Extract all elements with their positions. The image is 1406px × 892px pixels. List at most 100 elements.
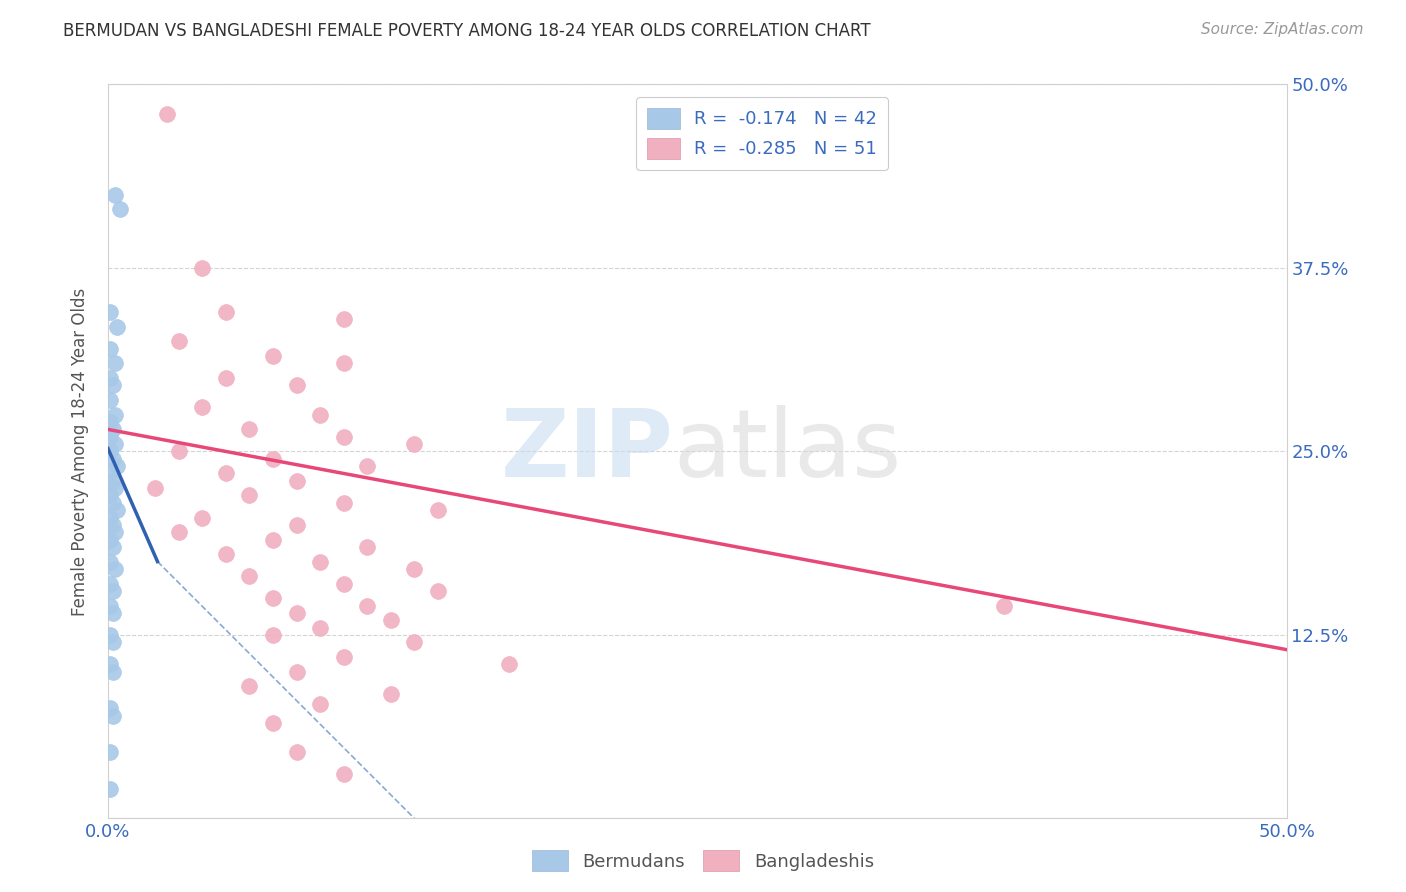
Point [98,415,121,429]
Point [98,599,121,613]
Legend: Bermudans, Bangladeshis: Bermudans, Bangladeshis [524,843,882,879]
Point [101,665,124,679]
Point [262,628,284,642]
Point [404,437,426,451]
Point [309,697,332,711]
Point [215,305,238,319]
Point [107,459,129,474]
Point [143,481,166,495]
Point [285,665,308,679]
Point [101,422,124,436]
Point [98,467,121,481]
Point [332,356,354,370]
Point [262,716,284,731]
Point [101,517,124,532]
Point [98,782,121,797]
Point [98,430,121,444]
Point [104,408,127,422]
Point [404,562,426,576]
Point [191,260,214,275]
Point [262,533,284,547]
Point [993,599,1015,613]
Point [104,525,127,540]
Point [262,349,284,363]
Point [332,312,354,326]
Point [101,635,124,649]
Point [101,378,124,392]
Point [215,371,238,385]
Point [107,503,129,517]
Point [98,371,121,385]
Point [262,451,284,466]
Text: atlas: atlas [673,406,903,498]
Point [104,356,127,370]
Point [108,202,131,217]
Text: BERMUDAN VS BANGLADESHI FEMALE POVERTY AMONG 18-24 YEAR OLDS CORRELATION CHART: BERMUDAN VS BANGLADESHI FEMALE POVERTY A… [63,22,870,40]
Point [332,576,354,591]
Point [380,613,402,627]
Point [167,525,190,540]
Point [356,599,378,613]
Point [215,467,238,481]
Point [285,378,308,392]
Point [332,767,354,781]
Point [498,657,520,672]
Point [101,606,124,620]
Point [107,319,129,334]
Point [427,583,450,598]
Text: Source: ZipAtlas.com: Source: ZipAtlas.com [1201,22,1364,37]
Point [98,510,121,524]
Point [238,422,260,436]
Point [104,562,127,576]
Point [285,517,308,532]
Legend: R =  -0.174   N = 42, R =  -0.285   N = 51: R = -0.174 N = 42, R = -0.285 N = 51 [637,97,887,169]
Point [104,187,127,202]
Point [101,583,124,598]
Point [238,679,260,693]
Point [309,555,332,569]
Point [101,451,124,466]
Point [98,576,121,591]
Point [98,701,121,715]
Point [104,437,127,451]
Point [167,334,190,349]
Point [101,496,124,510]
Point [215,547,238,561]
Point [238,488,260,502]
Point [191,401,214,415]
Point [98,533,121,547]
Point [101,474,124,488]
Point [427,503,450,517]
Point [332,496,354,510]
Point [380,687,402,701]
Point [332,650,354,665]
Point [404,635,426,649]
Point [98,745,121,759]
Point [98,305,121,319]
Point [238,569,260,583]
Point [156,107,179,121]
Point [309,621,332,635]
Point [98,657,121,672]
Point [104,481,127,495]
Point [98,555,121,569]
Point [101,708,124,723]
Point [356,459,378,474]
Point [167,444,190,458]
Point [285,606,308,620]
Point [332,430,354,444]
Point [98,628,121,642]
Point [101,540,124,554]
Point [309,408,332,422]
Point [356,540,378,554]
Text: ZIP: ZIP [501,406,673,498]
Point [98,488,121,502]
Y-axis label: Female Poverty Among 18-24 Year Olds: Female Poverty Among 18-24 Year Olds [72,287,89,615]
Point [262,591,284,606]
Point [191,510,214,524]
Point [98,444,121,458]
Point [285,745,308,759]
Point [285,474,308,488]
Point [98,393,121,408]
Point [98,342,121,356]
